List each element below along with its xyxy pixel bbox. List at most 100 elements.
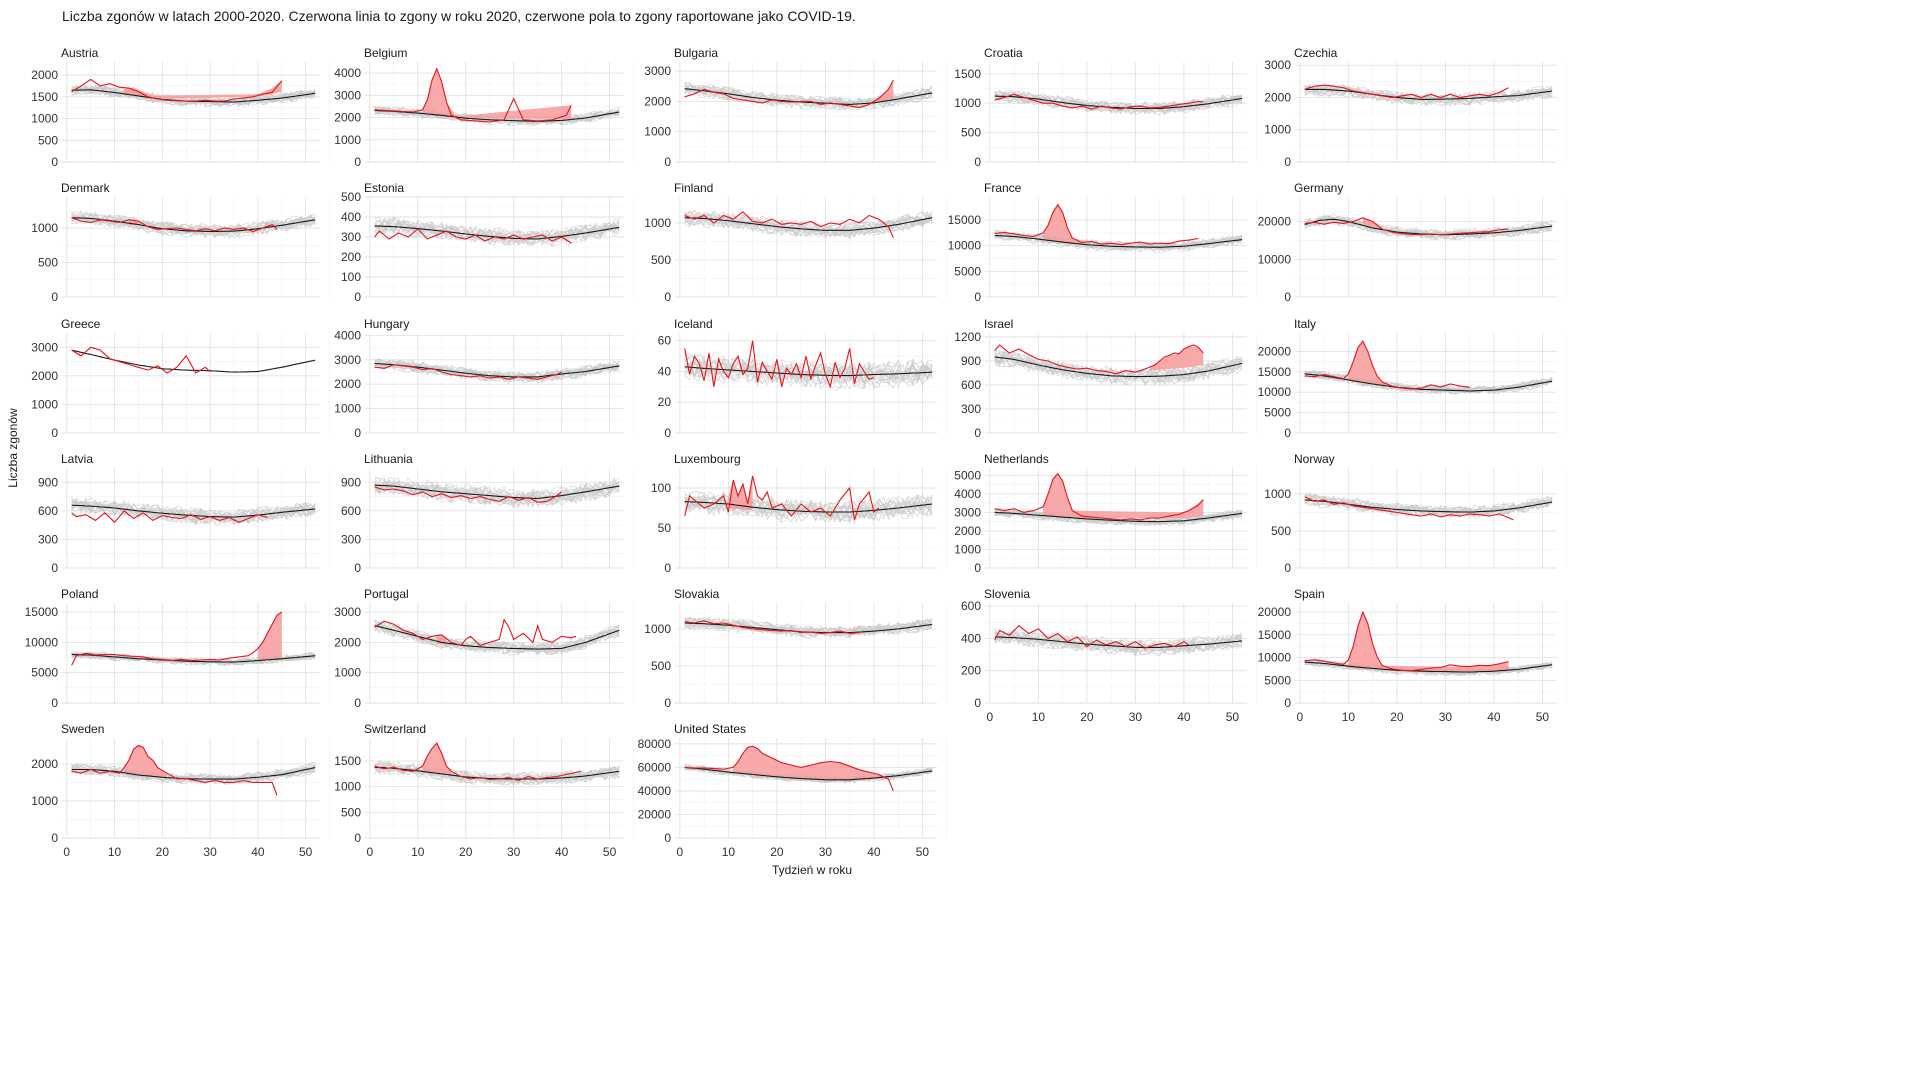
y-tick-label: 0 — [51, 831, 58, 845]
history-line — [71, 766, 316, 784]
y-tick-label: 300 — [341, 532, 361, 546]
history-line — [994, 631, 1243, 654]
y-tick-label: 600 — [961, 599, 981, 613]
history-line — [1304, 217, 1553, 240]
y-tick-label: 500 — [651, 253, 671, 267]
y-tick-label: 5000 — [954, 264, 981, 278]
covid-area — [1043, 204, 1082, 245]
x-tick-label: 30 — [819, 845, 833, 859]
y-tick-label: 50 — [658, 521, 672, 535]
y-tick-label: 20000 — [1258, 344, 1292, 358]
y-tick-label: 0 — [664, 155, 671, 169]
y-tick-label: 5000 — [1264, 406, 1291, 420]
y-tick-label: 10000 — [25, 635, 59, 649]
x-tick-label: 50 — [1226, 710, 1240, 724]
deaths-2020-line — [684, 340, 875, 389]
y-tick-label: 1000 — [954, 542, 981, 556]
panel-slovakia: 0 500 1000 Slovakia — [644, 587, 948, 710]
history-line — [374, 221, 620, 246]
deaths-2020-line — [1304, 84, 1509, 99]
covid-area — [1150, 346, 1204, 371]
x-tick-label: 30 — [1439, 710, 1453, 724]
y-tick-label: 0 — [1284, 561, 1291, 575]
deaths-2020-line — [994, 203, 1199, 246]
panel-title: Germany — [1294, 181, 1343, 195]
panel-title: France — [984, 181, 1022, 195]
deaths-2020-line — [994, 472, 1204, 521]
x-tick-label: 50 — [299, 845, 313, 859]
y-tick-label: 0 — [664, 290, 671, 304]
y-tick-label: 0 — [51, 426, 58, 440]
y-tick-label: 0 — [664, 696, 671, 710]
deaths-2020-line — [374, 67, 572, 123]
y-tick-label: 900 — [961, 354, 981, 368]
panel-title: Bulgaria — [674, 46, 718, 60]
y-tick-label: 2000 — [334, 111, 361, 125]
x-tick-label: 40 — [867, 845, 881, 859]
y-tick-label: 5000 — [31, 666, 58, 680]
history-line — [71, 216, 316, 240]
x-tick-label: 0 — [987, 710, 994, 724]
history-line — [1304, 662, 1553, 677]
x-tick-label: 0 — [366, 845, 373, 859]
y-tick-label: 500 — [341, 190, 361, 204]
y-tick-label: 80000 — [638, 737, 672, 751]
y-tick-label: 1000 — [31, 397, 58, 411]
y-tick-label: 1000 — [1264, 487, 1291, 501]
history-line — [374, 361, 620, 383]
baseline-line — [1304, 88, 1553, 100]
y-tick-label: 3000 — [334, 353, 361, 367]
history-line — [684, 621, 933, 637]
history-line — [684, 357, 933, 383]
baseline-line — [994, 234, 1243, 248]
deaths-2020-line — [994, 624, 1190, 649]
covid-area — [1043, 473, 1204, 518]
y-tick-label: 0 — [354, 696, 361, 710]
x-axis-label: Tydzień w roku — [772, 863, 852, 877]
history-line — [994, 229, 1243, 250]
panel-title: Netherlands — [984, 452, 1049, 466]
y-tick-label: 400 — [961, 631, 981, 645]
history-line — [374, 762, 620, 782]
y-tick-label: 1500 — [954, 67, 981, 81]
y-tick-label: 0 — [974, 155, 981, 169]
y-tick-label: 0 — [354, 155, 361, 169]
y-tick-label: 20000 — [638, 807, 672, 821]
deaths-2020-line — [994, 344, 1204, 375]
baseline-line — [684, 766, 933, 781]
x-tick-label: 20 — [1080, 710, 1094, 724]
y-tick-label: 15000 — [1258, 628, 1292, 642]
y-tick-label: 0 — [1284, 426, 1291, 440]
x-tick-label: 20 — [770, 845, 784, 859]
history-line — [684, 354, 933, 383]
y-tick-label: 600 — [961, 378, 981, 392]
deaths-2020-line — [684, 475, 880, 521]
y-tick-label: 600 — [341, 504, 361, 518]
x-tick-label: 50 — [603, 845, 617, 859]
baseline-line — [71, 653, 316, 663]
y-tick-label: 3000 — [334, 88, 361, 102]
covid-area — [1348, 612, 1509, 672]
y-tick-label: 0 — [51, 561, 58, 575]
y-tick-label: 1000 — [644, 622, 671, 636]
panel-title: Lithuania — [364, 452, 413, 466]
deaths-2020-line — [994, 93, 1204, 110]
baseline-line — [374, 625, 620, 650]
deaths-2020-line — [374, 486, 562, 503]
deaths-2020-line — [71, 744, 278, 796]
covid-area — [124, 745, 168, 777]
x-tick-label: 40 — [1177, 710, 1191, 724]
history-line — [684, 618, 933, 638]
panel-denmark: 0 500 1000 Denmark — [31, 181, 330, 304]
baseline-line — [374, 484, 620, 500]
y-tick-label: 10000 — [1258, 252, 1292, 266]
y-tick-label: 500 — [651, 659, 671, 673]
y-tick-label: 0 — [974, 561, 981, 575]
